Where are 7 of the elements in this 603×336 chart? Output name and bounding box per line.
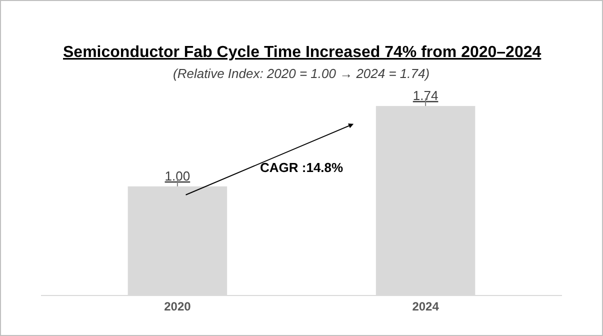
annotation: CAGR :14.8% bbox=[260, 160, 344, 175]
chart-subtitle: (Relative Index: 2020 = 1.00 → 2024 = 1.74) bbox=[173, 66, 430, 81]
chart-title: Semiconductor Fab Cycle Time Increased 74% from 2020–2024 bbox=[63, 44, 542, 61]
x-tick-label: 2024 bbox=[412, 299, 440, 314]
data-label: 1.00 bbox=[164, 168, 190, 184]
x-tick-label: 2020 bbox=[164, 299, 192, 314]
data-label: 1.74 bbox=[412, 88, 438, 103]
